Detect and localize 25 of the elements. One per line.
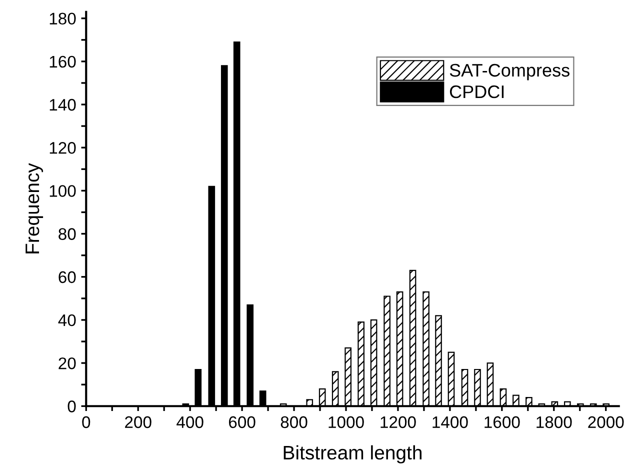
y-tick-label: 0 [68, 400, 76, 412]
y-tick-label: 20 [58, 357, 76, 370]
x-axis-title: Bitstream length [284, 445, 422, 464]
x-tick-label: 200 [125, 416, 152, 428]
x-tick-label: 1000 [328, 416, 364, 428]
y-axis-title: Frequency [26, 163, 44, 254]
x-tick-label: 2000 [588, 416, 624, 428]
x-tick-label: 1200 [380, 416, 416, 428]
y-tick-label: 160 [50, 56, 76, 68]
x-tick-label: 1400 [432, 416, 468, 428]
x-tick-label: 400 [176, 416, 204, 428]
x-tick-label: 1600 [484, 416, 520, 428]
x-tick-label: 0 [82, 416, 90, 428]
x-tick-label: 600 [228, 416, 256, 428]
legend-label: SAT-Compress [450, 64, 570, 80]
y-tick-label: 60 [58, 271, 76, 284]
x-tick-label: 1800 [536, 416, 572, 428]
y-tick-label: 140 [50, 98, 76, 111]
y-tick-label: 120 [50, 142, 76, 154]
y-tick-label: 40 [58, 314, 76, 326]
y-tick-label: 100 [50, 185, 76, 197]
x-tick-label: 800 [280, 416, 308, 428]
y-tick-label: 180 [50, 12, 76, 25]
legend-label: CPDCI [450, 85, 504, 98]
y-tick-label: 80 [58, 228, 76, 240]
